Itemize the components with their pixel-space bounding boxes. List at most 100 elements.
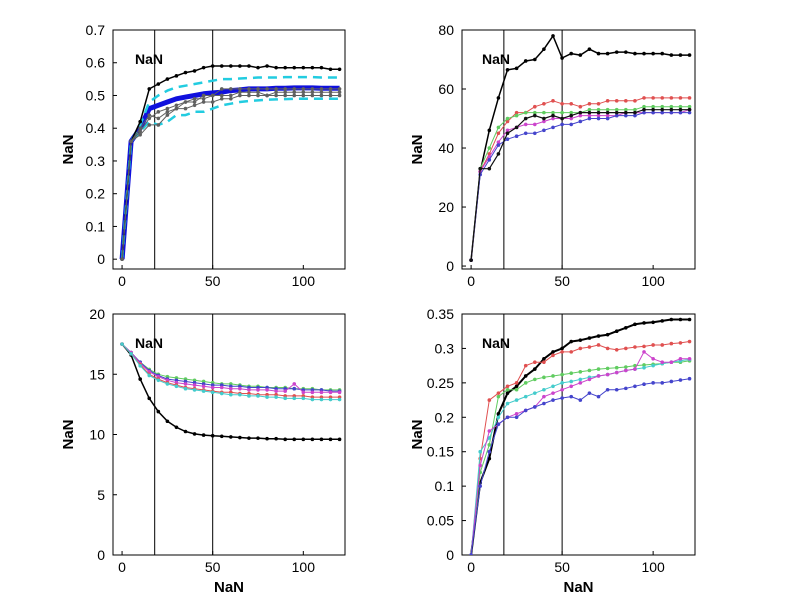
data-point (596, 394, 601, 399)
data-point (156, 378, 161, 383)
data-point (487, 429, 492, 433)
data-point (496, 96, 501, 100)
data-point (596, 101, 601, 106)
data-point (319, 390, 324, 395)
data-point (505, 391, 510, 395)
data-point (578, 346, 583, 351)
data-point (138, 129, 142, 134)
y-tick-label: 0.2 (86, 186, 106, 202)
data-point (229, 87, 233, 91)
data-point (328, 93, 333, 98)
data-point (669, 96, 674, 100)
data-point (301, 65, 306, 70)
data-point (192, 100, 197, 104)
data-point (596, 113, 601, 118)
data-point (256, 93, 260, 98)
data-point (660, 107, 665, 112)
data-point (587, 110, 592, 115)
data-point (165, 419, 170, 424)
data-point (669, 104, 674, 109)
data-point (569, 116, 574, 121)
x-axis-label: NaN (563, 579, 593, 596)
data-point (496, 391, 501, 395)
data-point (642, 365, 646, 370)
data-point (560, 116, 564, 121)
data-point (687, 376, 692, 381)
data-point (569, 339, 574, 344)
data-point (256, 65, 260, 70)
data-point (310, 397, 315, 402)
data-point (310, 390, 315, 395)
data-point (256, 90, 260, 95)
data-point (238, 93, 242, 98)
data-point (560, 350, 564, 354)
data-point (183, 70, 188, 75)
data-point (265, 388, 269, 392)
data-point (337, 397, 342, 402)
data-point (523, 408, 528, 413)
data-point (505, 131, 510, 136)
data-point (292, 93, 297, 98)
data-point (247, 93, 251, 98)
panel-a: 0 50 100 0 0.1 0.2 0.3 0.4 0.5 0.6 0.7 NaN NaN (60, 22, 346, 289)
data-point (624, 113, 628, 118)
y-axis-label: NaN (60, 419, 77, 449)
data-point (578, 110, 583, 115)
y-tick-label: 60 (438, 81, 454, 97)
data-point (523, 394, 528, 399)
data-point (633, 107, 637, 112)
panel-label: NaN (482, 51, 510, 67)
data-point (274, 436, 278, 441)
data-point (624, 325, 628, 330)
data-point (514, 381, 519, 385)
data-point (201, 433, 206, 437)
data-point (660, 319, 665, 323)
data-point (147, 113, 152, 117)
data-point (238, 435, 242, 440)
y-tick-label: 0.05 (427, 513, 454, 529)
panel-c: 0 50 100 0 5 10 15 20 NaN NaN NaN (60, 306, 346, 596)
data-point (496, 394, 501, 399)
x-tick-label: 50 (554, 559, 570, 575)
data-point (487, 158, 492, 162)
data-point (219, 434, 224, 439)
data-point (605, 107, 610, 112)
data-point (687, 339, 692, 344)
data-point (651, 104, 655, 109)
data-point (337, 87, 342, 91)
y-tick-label: 0 (97, 251, 105, 267)
data-point (283, 93, 287, 98)
data-point (551, 34, 555, 38)
data-point (624, 50, 628, 54)
data-point (560, 110, 564, 115)
data-point (138, 119, 142, 124)
data-point (614, 50, 619, 54)
data-point (487, 443, 492, 447)
data-point (192, 432, 197, 436)
y-tick-label: 0.7 (86, 22, 106, 38)
data-point (605, 346, 610, 351)
data-point (469, 553, 473, 555)
data-point (651, 96, 655, 100)
data-point (523, 381, 528, 385)
data-point (201, 389, 206, 393)
data-point (560, 101, 564, 106)
data-point (523, 374, 528, 378)
x-axis-label: NaN (214, 579, 244, 596)
data-point (505, 116, 510, 121)
data-point (219, 64, 224, 68)
data-point (219, 391, 224, 396)
data-point (614, 370, 619, 375)
data-point (624, 99, 628, 103)
data-point (587, 116, 592, 121)
data-point (614, 387, 619, 392)
data-point (301, 90, 306, 95)
data-point (578, 370, 583, 374)
data-point (533, 122, 537, 127)
y-tick-label: 0.25 (427, 375, 454, 391)
data-point (624, 346, 628, 351)
y-tick-label: 10 (89, 427, 105, 443)
data-point (505, 387, 510, 392)
data-point (587, 336, 592, 340)
data-point (596, 51, 601, 56)
